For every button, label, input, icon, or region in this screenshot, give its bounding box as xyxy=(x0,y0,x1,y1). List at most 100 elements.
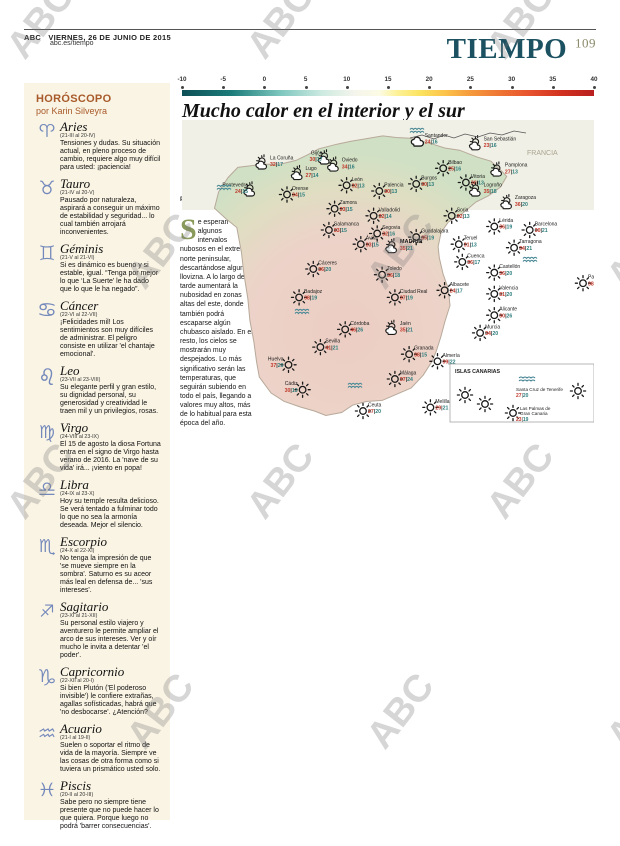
svg-text:24|17: 24|17 xyxy=(450,289,463,295)
svg-text:34|21: 34|21 xyxy=(519,246,532,252)
svg-text:35|21: 35|21 xyxy=(400,328,413,334)
svg-text:35|19: 35|19 xyxy=(421,235,434,241)
svg-text:Córdoba: Córdoba xyxy=(350,321,369,327)
svg-text:23|19: 23|19 xyxy=(516,417,529,423)
svg-text:35|21: 35|21 xyxy=(400,246,413,252)
svg-text:Valladolid: Valladolid xyxy=(379,207,401,213)
svg-text:Jaén: Jaén xyxy=(400,321,411,327)
svg-text:35|18: 35|18 xyxy=(484,189,497,195)
svg-text:Ceuta: Ceuta xyxy=(368,403,382,409)
svg-text:27|20: 27|20 xyxy=(368,409,381,415)
svg-text:MADRID: MADRID xyxy=(400,239,422,245)
svg-text:Orense: Orense xyxy=(292,186,309,192)
svg-text:Soria: Soria xyxy=(457,207,469,213)
svg-text:31|20: 31|20 xyxy=(499,292,512,298)
svg-text:32|16: 32|16 xyxy=(382,232,395,238)
svg-text:25|16: 25|16 xyxy=(448,167,461,173)
svg-text:Alicante: Alicante xyxy=(499,307,517,313)
svg-text:38|15: 38|15 xyxy=(414,352,427,358)
svg-text:Gijón: Gijón xyxy=(311,151,323,157)
svg-text:Pamplona: Pamplona xyxy=(505,163,528,169)
svg-text:30|26: 30|26 xyxy=(499,313,512,319)
svg-text:Barcelona: Barcelona xyxy=(535,222,558,228)
svg-text:Ciudad Real: Ciudad Real xyxy=(400,289,428,295)
svg-text:31|13: 31|13 xyxy=(464,242,477,248)
svg-text:San Sebastián: San Sebastián xyxy=(484,136,517,142)
svg-text:30|21: 30|21 xyxy=(535,228,548,234)
svg-text:30|13: 30|13 xyxy=(384,189,397,195)
svg-text:34|15: 34|15 xyxy=(292,193,305,199)
svg-text:33|15: 33|15 xyxy=(334,228,347,234)
svg-text:Castellón: Castellón xyxy=(499,264,520,270)
svg-text:34|20: 34|20 xyxy=(485,331,498,337)
svg-text:32|13: 32|13 xyxy=(352,184,365,190)
svg-text:Lérida: Lérida xyxy=(499,218,513,224)
svg-text:Bilbao: Bilbao xyxy=(448,160,462,166)
svg-text:37|20: 37|20 xyxy=(270,363,283,369)
svg-text:33|15: 33|15 xyxy=(340,207,353,213)
svg-text:ISLAS CANARIAS: ISLAS CANARIAS xyxy=(455,369,500,375)
svg-text:Cádiz: Cádiz xyxy=(285,381,298,387)
svg-text:36|17: 36|17 xyxy=(467,260,480,266)
svg-text:Teruel: Teruel xyxy=(464,236,478,242)
svg-text:Zamora: Zamora xyxy=(340,200,357,206)
svg-text:La Coruña: La Coruña xyxy=(270,156,294,162)
svg-text:León: León xyxy=(352,177,363,183)
svg-text:Oviedo: Oviedo xyxy=(342,158,358,164)
svg-text:Huelva: Huelva xyxy=(268,356,284,362)
svg-text:23|16: 23|16 xyxy=(484,143,497,149)
svg-text:Valencia: Valencia xyxy=(499,285,518,291)
svg-text:Almería: Almería xyxy=(443,353,460,359)
svg-text:36|19: 36|19 xyxy=(499,225,512,231)
svg-text:38|19: 38|19 xyxy=(304,296,317,302)
svg-text:Zaragoza: Zaragoza xyxy=(515,195,536,201)
svg-text:Salamanca: Salamanca xyxy=(334,222,359,228)
svg-text:27|20: 27|20 xyxy=(516,393,529,399)
svg-text:27|13: 27|13 xyxy=(505,169,518,175)
svg-text:Granada: Granada xyxy=(414,346,434,352)
svg-text:37|19: 37|19 xyxy=(400,296,413,302)
svg-text:33|15: 33|15 xyxy=(366,242,379,248)
svg-text:Palma: Palma xyxy=(588,275,594,281)
svg-text:Tarragona: Tarragona xyxy=(519,239,542,245)
svg-text:36|20: 36|20 xyxy=(318,267,331,273)
svg-text:Málaga: Málaga xyxy=(400,371,417,377)
svg-text:30|13: 30|13 xyxy=(285,388,298,394)
svg-text:Burgos: Burgos xyxy=(421,175,437,181)
svg-text:46|26: 46|26 xyxy=(350,328,363,334)
svg-text:30|17: 30|17 xyxy=(309,157,322,163)
svg-text:Badajoz: Badajoz xyxy=(304,289,323,295)
svg-text:Lugo: Lugo xyxy=(306,166,317,172)
svg-text:Murcia: Murcia xyxy=(485,324,500,330)
svg-text:36|20: 36|20 xyxy=(499,271,512,277)
svg-text:Sevilla: Sevilla xyxy=(325,339,340,345)
svg-text:Guadalajara: Guadalajara xyxy=(421,229,448,235)
svg-text:41|21: 41|21 xyxy=(325,345,338,351)
svg-text:34|16: 34|16 xyxy=(342,164,355,170)
svg-text:32|13: 32|13 xyxy=(457,214,470,220)
svg-text:Santa Cruz de Tenerife: Santa Cruz de Tenerife xyxy=(516,387,563,392)
svg-text:32|17: 32|17 xyxy=(270,162,283,168)
svg-text:FRANCIA: FRANCIA xyxy=(527,150,558,157)
svg-text:Segovia: Segovia xyxy=(382,225,400,231)
svg-text:29|21: 29|21 xyxy=(435,406,448,412)
svg-text:Logroño: Logroño xyxy=(484,183,503,189)
svg-text:Palencia: Palencia xyxy=(384,183,403,189)
svg-text:Ávila: Ávila xyxy=(366,235,377,242)
svg-text:Melilla: Melilla xyxy=(435,399,449,405)
svg-text:Cuenca: Cuenca xyxy=(467,253,484,259)
svg-text:Cáceres: Cáceres xyxy=(318,261,337,267)
svg-text:Vitoria: Vitoria xyxy=(471,174,485,180)
svg-text:38|17: 38|17 xyxy=(588,281,594,287)
svg-text:27|14: 27|14 xyxy=(306,173,319,179)
svg-text:24|16: 24|16 xyxy=(425,140,438,146)
svg-text:36|20: 36|20 xyxy=(515,202,528,208)
svg-text:36|18: 36|18 xyxy=(387,273,400,279)
svg-text:Gran Canaria: Gran Canaria xyxy=(520,411,548,416)
svg-text:32|14: 32|14 xyxy=(379,214,392,220)
svg-text:37|24: 37|24 xyxy=(400,377,413,383)
svg-text:24|15: 24|15 xyxy=(235,189,248,195)
svg-text:Toledo: Toledo xyxy=(387,266,402,272)
svg-text:30|13: 30|13 xyxy=(421,182,434,188)
svg-text:Albacete: Albacete xyxy=(450,282,470,288)
